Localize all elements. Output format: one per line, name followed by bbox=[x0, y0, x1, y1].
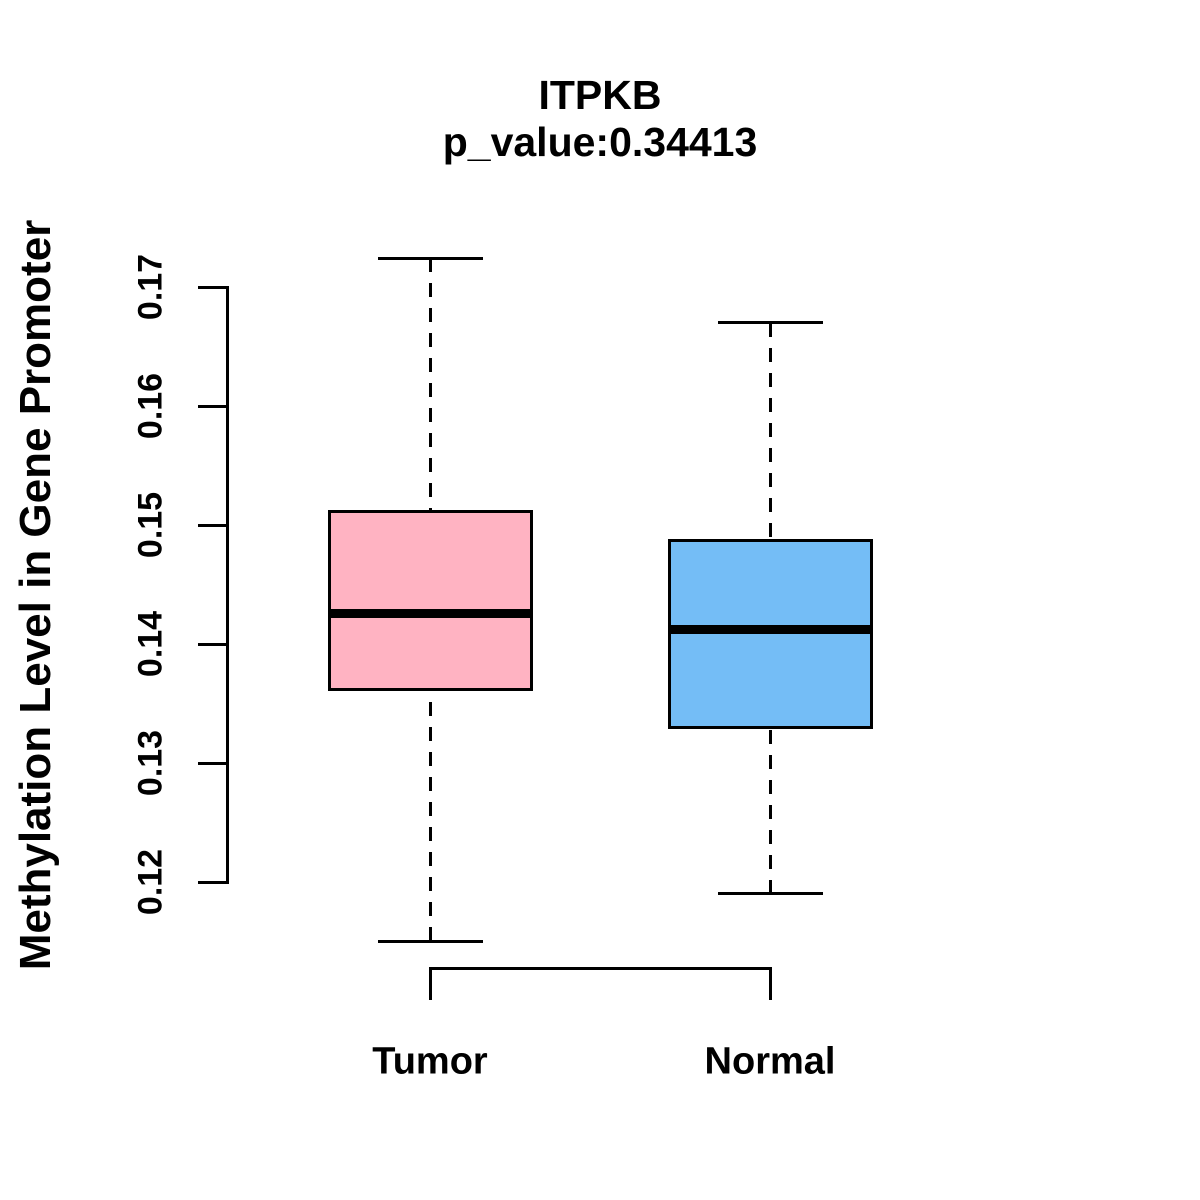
whisker-cap-lower-tumor bbox=[377, 940, 483, 943]
y-tick-label: 0.16 bbox=[131, 372, 170, 440]
chart-subtitle: p_value:0.34413 bbox=[442, 119, 758, 165]
y-tick-label: 0.14 bbox=[131, 610, 170, 678]
whisker-lower-normal bbox=[768, 727, 772, 894]
y-tick bbox=[198, 523, 226, 527]
y-tick bbox=[198, 285, 226, 289]
whisker-lower-tumor bbox=[428, 689, 432, 942]
y-tick bbox=[198, 880, 226, 884]
x-axis-tick bbox=[768, 967, 772, 1000]
x-label-normal: Normal bbox=[704, 1040, 836, 1083]
median-line-tumor bbox=[327, 608, 533, 618]
y-tick bbox=[198, 642, 226, 646]
y-tick-label: 0.15 bbox=[131, 491, 170, 559]
y-tick-label: 0.17 bbox=[131, 253, 170, 321]
whisker-cap-upper-normal bbox=[717, 321, 823, 325]
chart-title: ITPKB bbox=[538, 72, 662, 118]
x-label-tumor: Tumor bbox=[372, 1040, 488, 1083]
y-tick-label: 0.12 bbox=[131, 848, 170, 916]
y-tick bbox=[198, 404, 226, 408]
whisker-cap-lower-normal bbox=[717, 892, 823, 896]
median-line-normal bbox=[667, 625, 873, 635]
box-tumor bbox=[327, 510, 533, 691]
y-axis-line bbox=[225, 285, 229, 884]
whisker-cap-upper-tumor bbox=[377, 256, 483, 260]
y-tick bbox=[198, 761, 226, 765]
y-tick-label: 0.13 bbox=[131, 729, 170, 797]
whisker-upper-tumor bbox=[428, 258, 432, 512]
x-axis-tick bbox=[428, 967, 432, 1000]
x-axis-line bbox=[428, 967, 772, 970]
whisker-upper-normal bbox=[768, 322, 772, 541]
